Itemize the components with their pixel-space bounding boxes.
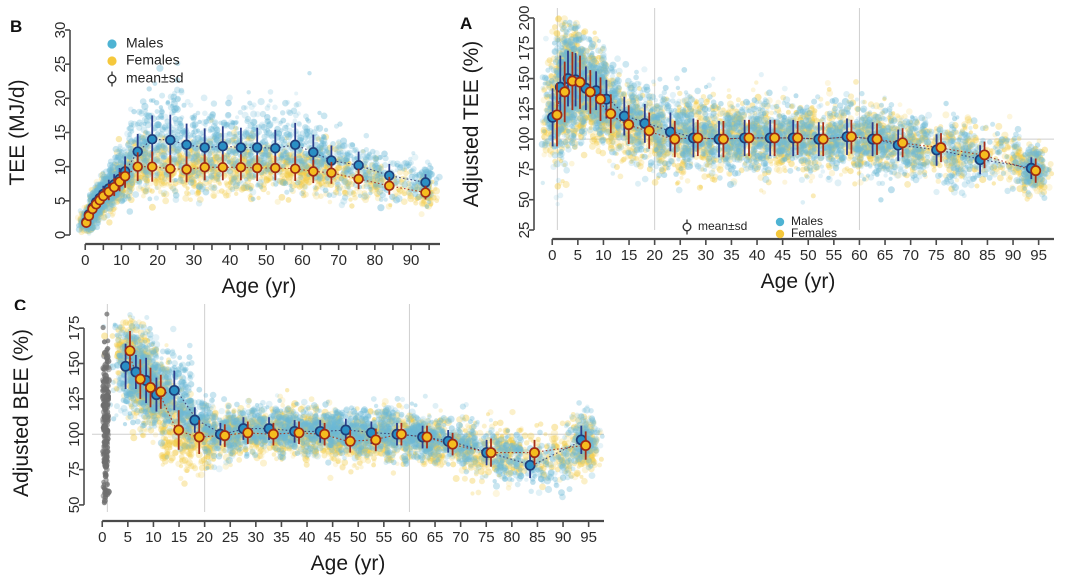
legend-swatch — [107, 56, 117, 66]
x-axis-title: Age (yr) — [311, 552, 386, 575]
mean-sd-series-females — [124, 331, 592, 467]
scatter-cloud — [101, 312, 605, 501]
y-axis-title: Adjusted TEE (%) — [460, 41, 483, 208]
svg-text:0: 0 — [52, 231, 69, 239]
svg-text:50: 50 — [258, 252, 275, 269]
svg-text:30: 30 — [52, 22, 69, 39]
svg-text:25: 25 — [52, 56, 69, 73]
svg-text:10: 10 — [113, 252, 130, 269]
svg-text:80: 80 — [366, 252, 383, 269]
svg-text:10: 10 — [52, 158, 69, 175]
panel-a-adjusted-tee: A 25 50 75 100 125 150 175 200 0 5 10 15 20 25 30 35 40 4… — [450, 0, 1080, 300]
svg-text:5: 5 — [52, 197, 69, 205]
panel-c-adjusted-bee: C 50 75 100 125 150 175 0 5 10 15 20 25 30 35 40 45 50 55… — [0, 296, 660, 588]
legend-label: mean±sd — [698, 219, 747, 233]
legend-meansd-icon — [107, 71, 117, 87]
legend-swatch — [775, 217, 785, 227]
mean-sd-series-females — [551, 51, 1042, 183]
legend-swatch — [775, 229, 785, 239]
panel-c-letter: C — [14, 296, 27, 310]
legend-label: Females — [126, 52, 180, 68]
y-axis-title: TEE (MJ/d) — [6, 79, 29, 185]
svg-text:0: 0 — [81, 252, 89, 269]
svg-text:30: 30 — [185, 252, 202, 269]
svg-text:90: 90 — [403, 252, 420, 269]
svg-text:20: 20 — [149, 252, 166, 269]
panel-b-tee: B 0 5 10 15 20 25 30 0 10 20 30 40 50 60 70 80 90 Age (yr… — [0, 0, 470, 300]
neonate-cluster — [100, 311, 112, 506]
panel-b-plot: 0 5 10 15 20 25 30 0 10 20 30 40 50 60 70 80 90 Age (yr) T… — [6, 22, 443, 298]
svg-text:15: 15 — [52, 124, 69, 141]
y-axis-title: Adjusted BEE (%) — [10, 329, 33, 497]
x-axis-title: Age (yr) — [222, 275, 297, 298]
legend-label: Males — [791, 214, 823, 228]
panel-b-letter: B — [10, 17, 23, 36]
svg-text:20: 20 — [52, 90, 69, 107]
scatter-cloud — [538, 15, 1055, 207]
legend-meansd-icon — [682, 219, 692, 235]
svg-text:70: 70 — [330, 252, 347, 269]
svg-text:60: 60 — [294, 252, 311, 269]
legend-label: mean±sd — [126, 70, 184, 86]
legend-swatch — [107, 39, 117, 49]
mean-sd-series-females — [81, 151, 431, 228]
legend-label: Males — [126, 35, 163, 51]
legend-label: Females — [791, 226, 837, 240]
axes: 0 5 10 15 20 25 30 0 10 20 30 40 50 60 70 80 90 Age (yr) T… — [6, 22, 440, 298]
svg-text:40: 40 — [222, 252, 239, 269]
panel-a-letter: A — [460, 14, 473, 33]
x-axis-title: Age (yr) — [761, 270, 836, 293]
